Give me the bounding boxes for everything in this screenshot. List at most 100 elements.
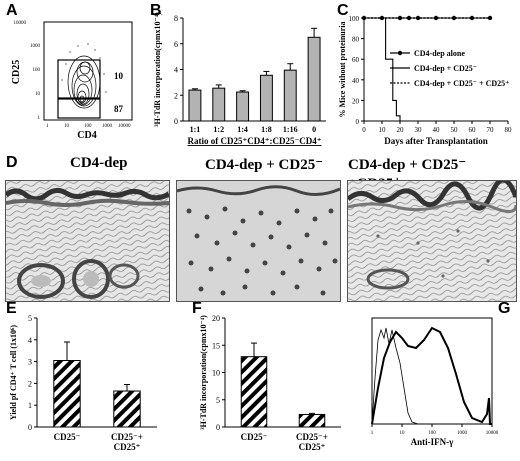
y-tick-label: 100 (349, 15, 360, 23)
category-label: 0 (312, 125, 316, 134)
y-tick-label: 60 (352, 56, 360, 64)
panel-letter-g: G (498, 300, 511, 317)
y-tick-label: 5 (28, 314, 32, 323)
x-tick-label: 70 (487, 126, 495, 134)
gate-lower (57, 98, 101, 119)
legend-marker (397, 50, 403, 56)
category-label: CD25⁻+ (111, 432, 143, 442)
x-tick-label: 10 (379, 126, 387, 134)
category-label: 1:8 (261, 125, 272, 134)
series-point (469, 15, 475, 21)
bar (53, 360, 81, 428)
legend-label: CD4-dep + CD25⁻ + CD25⁺ (414, 79, 509, 88)
histology-image-cd4-dep (5, 180, 170, 302)
histogram-stained (371, 326, 492, 425)
x-axis-label: Anti-IFN-γ (411, 437, 454, 447)
series-point (451, 15, 457, 21)
gate-lower-percent: 87 (114, 104, 124, 114)
y-tick-label: 8 (174, 14, 178, 23)
y-tick-label: 4 (28, 336, 32, 345)
histology-image-cd4-dep-cd25neg-cd25pos (347, 180, 517, 302)
panel-letter-c: C (337, 2, 349, 19)
panel-letter-d: D (6, 154, 18, 171)
category-label: 1:2 (213, 125, 224, 134)
y-tick-label: 15 (212, 341, 220, 350)
y-tick-label: 2 (28, 379, 32, 388)
series-point (406, 15, 412, 21)
category-label: CD25⁻ (241, 432, 268, 442)
x-tick-label: 50 (451, 126, 459, 134)
y-tick-label: 0 (216, 423, 220, 432)
legend-label: CD4-dep + CD25⁻ (414, 64, 477, 73)
panel-letter-b: B (150, 2, 162, 19)
category-label: 1:4 (237, 125, 248, 134)
series-line (364, 17, 409, 122)
category-label: CD25⁻ (54, 432, 81, 442)
y-axis-label: ³H-TdR incorporation(cpmx10⁻⁴) (199, 315, 208, 430)
flow-y-tick-10: 10 (35, 92, 41, 97)
y-tick-label: 5 (216, 396, 220, 405)
photo-caption-1: CD4-dep (70, 155, 128, 171)
flow-x-tick-100: 100 (84, 124, 92, 129)
category-label: 1:16 (283, 125, 298, 134)
y-tick-label: 4 (174, 66, 178, 75)
x-axis-label: Days after Transplantation (384, 136, 488, 146)
histogram-control (371, 327, 492, 425)
flow-x-tick-10: 10 (64, 124, 70, 129)
panel-letter-f: F (192, 300, 202, 317)
category-label: CD25⁻+ (296, 432, 328, 442)
category-label: CD25⁺ (299, 442, 326, 452)
x-tick-label: 20 (397, 126, 405, 134)
y-tick-label: 0 (356, 118, 360, 126)
y-tick-label: 40 (352, 77, 360, 85)
flow-contours (67, 55, 101, 109)
x-tick-label: 100 (428, 431, 436, 436)
y-tick-label: 6 (174, 40, 178, 49)
histogram-frame (371, 317, 493, 425)
x-tick-label: 40 (433, 126, 441, 134)
histology-image-cd4-dep-cd25neg (176, 180, 341, 302)
y-tick-label: 3 (28, 358, 32, 367)
x-tick-label: 80 (505, 126, 513, 134)
gate-upper (57, 59, 101, 99)
y-axis-label: ³H-TdR incorporation(cpmx10⁻⁴) (153, 12, 162, 127)
y-axis-label: % Mice without proteinuria (338, 21, 347, 117)
x-tick-label: 1 (371, 431, 374, 436)
x-tick-label: 10000 (486, 431, 499, 436)
x-tick-label: 60 (469, 126, 477, 134)
y-tick-label: 0 (28, 423, 32, 432)
panel-letter-e: E (6, 300, 17, 317)
flow-dots (61, 43, 107, 93)
x-tick-label: 10 (400, 431, 406, 436)
x-tick-label: 30 (415, 126, 423, 134)
category-label: 1:1 (190, 125, 201, 134)
flow-y-tick-100: 100 (33, 68, 41, 73)
x-tick-label: 0 (362, 126, 366, 134)
y-tick-label: 20 (212, 314, 220, 323)
x-tick-label: 1000 (457, 431, 468, 436)
flow-plot-frame (43, 21, 133, 121)
panel-letter-a: A (6, 2, 18, 19)
legend-label: CD4-dep alone (414, 49, 465, 58)
photo-caption-2: CD4-dep + CD25⁻ (205, 157, 324, 173)
bar (240, 356, 268, 428)
flow-x-tick-1: 1 (46, 124, 49, 129)
category-label: CD25⁺ (114, 442, 141, 452)
x-axis-label: Ratio of CD25⁺CD4⁺:CD25⁻CD4⁺ (188, 136, 322, 146)
gate-upper-percent: 10 (114, 71, 124, 81)
y-tick-label: 20 (352, 97, 360, 105)
y-tick-label: 1 (28, 401, 32, 410)
y-tick-label: 80 (352, 36, 360, 44)
y-tick-label: 0 (174, 117, 178, 126)
y-tick-label: 10 (212, 369, 220, 378)
flow-y-tick-1000: 1000 (30, 44, 41, 49)
y-axis-label: Yield pf CD4⁺ T cell (1x10⁶) (9, 325, 18, 420)
series-point (487, 15, 493, 21)
bar (113, 390, 141, 428)
flow-y-tick-10000: 10000 (14, 21, 27, 26)
